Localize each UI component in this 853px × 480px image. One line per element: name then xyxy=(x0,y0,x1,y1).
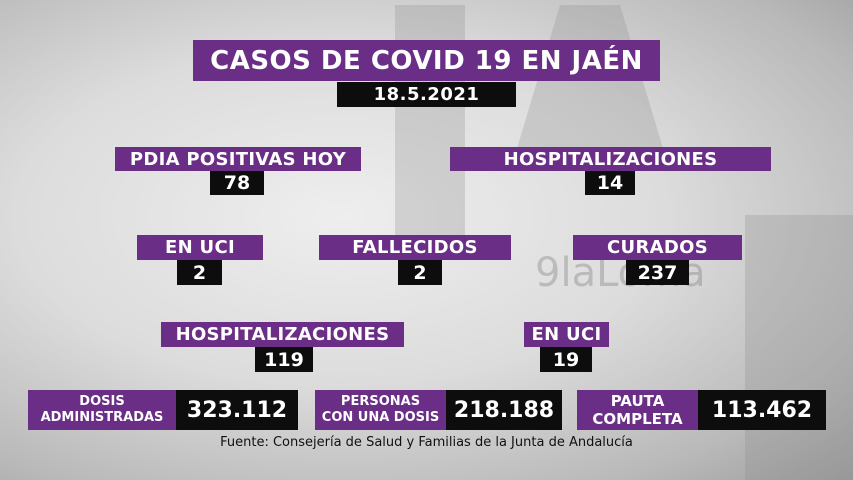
personas-label-line-1: PERSONAS xyxy=(340,394,421,409)
en-uci-total-value: 19 xyxy=(540,347,592,372)
en-uci-value: 2 xyxy=(177,260,222,285)
report-date: 18.5.2021 xyxy=(337,82,516,107)
dosis-administradas-value: 323.112 xyxy=(176,390,298,430)
personas-una-dosis-value: 218.188 xyxy=(446,390,562,430)
hospitalizaciones-label: HOSPITALIZACIONES xyxy=(450,147,771,171)
page-title: CASOS DE COVID 19 EN JAÉN xyxy=(193,40,660,81)
pdia-positivas-value: 78 xyxy=(210,171,264,195)
pauta-label-line-1: PAUTA xyxy=(610,392,665,410)
curados-value: 237 xyxy=(626,260,689,285)
fallecidos-label: FALLECIDOS xyxy=(319,235,511,260)
curados-label: CURADOS xyxy=(573,235,742,260)
pauta-label-line-2: COMPLETA xyxy=(592,410,683,428)
en-uci-total-label: EN UCI xyxy=(524,322,609,347)
dosis-label-line-2: ADMINISTRADAS xyxy=(40,410,164,425)
en-uci-label: EN UCI xyxy=(137,235,263,260)
dosis-administradas-label: DOSIS ADMINISTRADAS xyxy=(28,390,176,430)
pdia-positivas-label: PDIA POSITIVAS HOY xyxy=(115,147,361,171)
pauta-completa-value: 113.462 xyxy=(698,390,826,430)
personas-una-dosis-label: PERSONAS CON UNA DOSIS xyxy=(315,390,446,430)
background-logo-block xyxy=(745,215,853,480)
personas-label-line-2: CON UNA DOSIS xyxy=(321,410,440,425)
dosis-label-line-1: DOSIS xyxy=(79,394,125,409)
hospitalizaciones-total-value: 119 xyxy=(255,347,313,372)
fallecidos-value: 2 xyxy=(398,260,442,285)
source-note: Fuente: Consejería de Salud y Familias d… xyxy=(220,435,633,450)
pauta-completa-label: PAUTA COMPLETA xyxy=(577,390,698,430)
hospitalizaciones-value: 14 xyxy=(585,171,635,195)
hospitalizaciones-total-label: HOSPITALIZACIONES xyxy=(161,322,404,347)
